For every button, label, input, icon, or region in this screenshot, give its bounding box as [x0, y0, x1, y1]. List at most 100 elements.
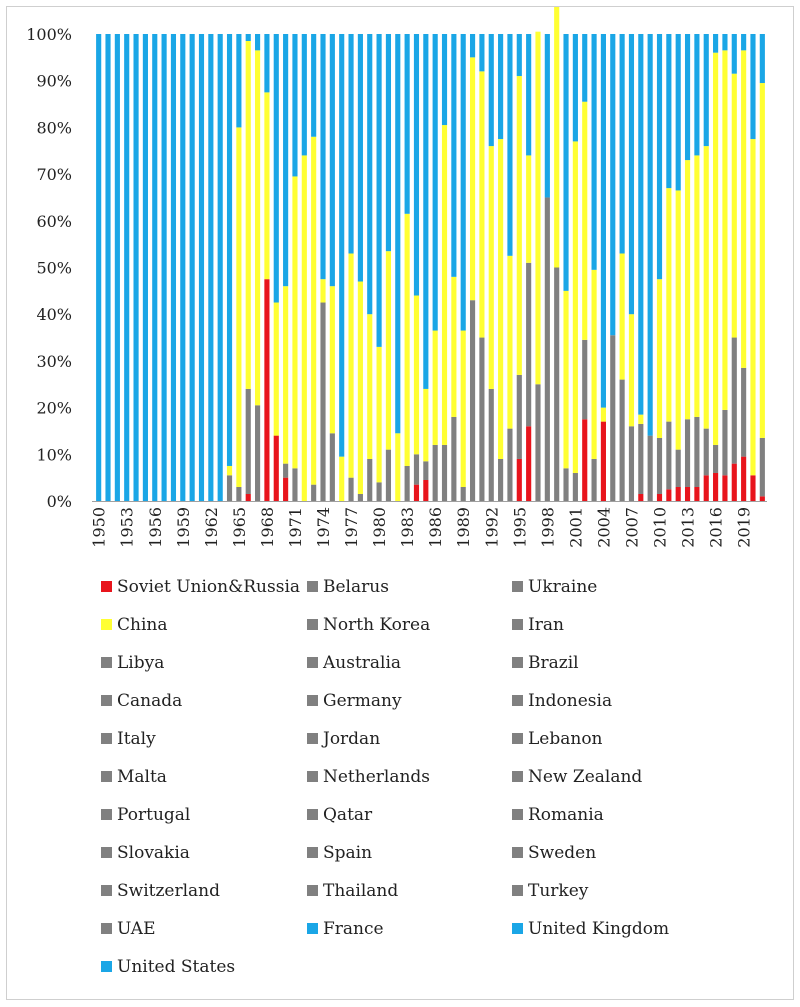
bar-1991-segment-3: [479, 34, 485, 72]
legend-swatch: [307, 619, 318, 630]
bar-1984-segment-1: [413, 454, 420, 485]
bar-1985-segment-3: [423, 34, 429, 389]
x-tick-label: 1968: [258, 507, 277, 548]
bar-1976-segment-3: [339, 34, 345, 457]
y-tick-label: 40%: [36, 305, 72, 324]
legend-swatch: [101, 809, 112, 820]
bar-1990-segment-3: [469, 34, 476, 58]
bar-1986-segment-2: [432, 330, 438, 445]
bar-1963-segment-3: [217, 34, 223, 501]
bar-1997-segment-2: [535, 31, 541, 385]
bar-1978-segment-1: [357, 494, 363, 501]
bar-2011-segment-3: [666, 34, 672, 189]
bar-2002-segment-2: [582, 101, 588, 340]
legend-swatch: [307, 733, 318, 744]
bar-1976-segment-2: [339, 456, 345, 501]
bar-1951-segment-3: [105, 34, 111, 501]
bar-1967-segment-2: [255, 50, 261, 406]
bar-2018-segment-0: [731, 463, 737, 501]
legend-label: Switzerland: [117, 881, 220, 901]
bar-2001-segment-1: [572, 472, 578, 501]
bar-2008-segment-2: [638, 414, 644, 424]
bar-2015-segment-0: [703, 475, 709, 501]
legend-label: Qatar: [323, 805, 373, 825]
bar-1996-segment-2: [526, 155, 532, 263]
legend-label: Portugal: [117, 805, 190, 825]
legend-swatch: [512, 923, 523, 934]
bar-1989-segment-1: [460, 486, 466, 501]
bar-1981-segment-2: [385, 251, 392, 450]
bar-1991-segment-1: [479, 337, 485, 501]
bar-2015-segment-2: [703, 146, 709, 429]
bar-2000-segment-1: [563, 468, 569, 501]
bar-1988-segment-1: [451, 416, 457, 501]
bar-1987-segment-2: [441, 125, 448, 445]
bar-1967-segment-3: [255, 34, 261, 51]
bar-2003-segment-2: [591, 269, 597, 459]
bar-2010-segment-0: [656, 494, 663, 501]
bar-1952-segment-3: [114, 34, 120, 501]
bar-2012-segment-2: [675, 190, 681, 450]
bar-1991-segment-2: [479, 71, 485, 338]
bar-2014-segment-2: [694, 155, 700, 417]
bar-2014-segment-3: [694, 34, 700, 156]
legend-label: Libya: [117, 653, 164, 673]
bar-1977-segment-1: [348, 477, 354, 501]
legend-swatch: [512, 657, 523, 668]
bar-1990-segment-2: [469, 57, 476, 301]
bar-1996-segment-0: [526, 426, 532, 501]
bar-2018-segment-1: [731, 337, 737, 464]
bar-2020-segment-2: [750, 139, 756, 476]
y-tick-label: 0%: [47, 492, 72, 511]
bar-2013-segment-1: [684, 419, 691, 487]
bar-1968-segment-0: [264, 279, 270, 501]
legend-label: Jordan: [321, 729, 380, 749]
y-tick-label: 100%: [26, 25, 72, 44]
bar-2015-segment-3: [703, 34, 709, 147]
bar-1983-segment-1: [404, 465, 410, 501]
bar-1959-segment-3: [180, 34, 186, 501]
bar-1999-segment-1: [554, 267, 560, 501]
legend-swatch: [512, 809, 523, 820]
bar-1980-segment-2: [376, 346, 382, 483]
bar-1971-segment-2: [292, 176, 298, 469]
bar-2019-segment-2: [741, 50, 747, 368]
bar-2004-segment-2: [600, 407, 606, 422]
bar-1965-segment-2: [236, 127, 242, 487]
bar-2010-segment-2: [656, 279, 663, 438]
bar-1979-segment-2: [367, 314, 373, 459]
bar-1981-segment-3: [385, 34, 392, 252]
legend-label: Germany: [323, 691, 402, 711]
legend-label: France: [323, 919, 384, 939]
legend-label: Slovakia: [117, 843, 190, 863]
bar-1984-segment-3: [413, 34, 420, 296]
bar-1973-segment-1: [311, 484, 317, 501]
bar-1979-segment-1: [367, 458, 373, 501]
bar-1969-segment-3: [273, 34, 279, 303]
bar-2017-segment-0: [722, 475, 728, 501]
x-tick-label: 1974: [314, 507, 333, 548]
bar-1983-segment-2: [404, 213, 410, 466]
y-tick-label: 80%: [36, 118, 72, 137]
legend-swatch: [101, 923, 112, 934]
y-tick-label: 90%: [36, 72, 72, 91]
bar-2001-segment-3: [572, 34, 578, 142]
bar-2020-segment-3: [750, 34, 756, 140]
bar-2013-segment-2: [684, 160, 691, 420]
x-tick-label: 2004: [594, 507, 613, 548]
bar-1966-segment-2: [245, 41, 251, 389]
bar-1978-segment-2: [357, 281, 363, 494]
bar-2013-segment-3: [684, 34, 691, 161]
bar-1994-segment-1: [507, 428, 513, 501]
legend-swatch: [101, 961, 112, 972]
bar-1966-segment-0: [245, 494, 251, 501]
bar-1964-segment-3: [226, 34, 233, 466]
legend-label: Soviet Union&Russia: [117, 577, 300, 597]
legend-label: New Zealand: [528, 767, 642, 787]
bar-2021-segment-1: [759, 437, 765, 497]
bar-1970-segment-1: [283, 463, 289, 478]
bar-2007-segment-3: [628, 34, 635, 315]
bar-1995-segment-1: [516, 374, 522, 459]
x-tick-label: 2010: [651, 507, 670, 548]
bar-2011-segment-0: [666, 489, 672, 501]
